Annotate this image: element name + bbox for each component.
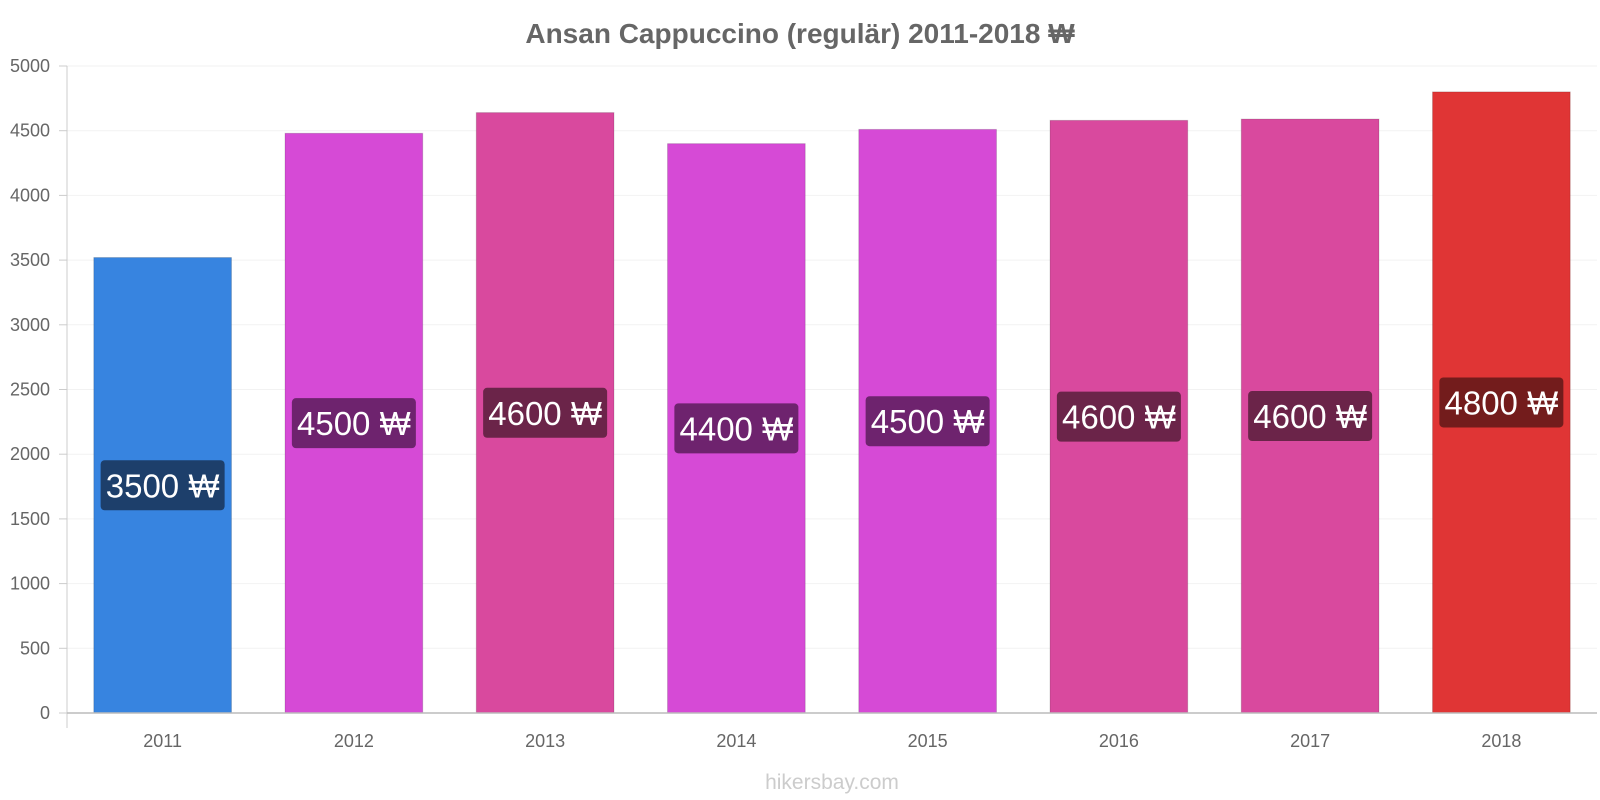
value-label-box — [1439, 377, 1564, 428]
value-label: 4600 ₩ — [488, 395, 602, 432]
y-tick-label: 4000 — [10, 185, 50, 205]
y-tick-label: 5000 — [10, 56, 50, 76]
chart-title: Ansan Cappuccino (regulär) 2011-2018 ₩ — [525, 18, 1075, 49]
value-label: 4600 ₩ — [1253, 398, 1367, 435]
value-label-box — [1248, 391, 1373, 442]
value-label-box — [100, 460, 225, 511]
value-label: 4800 ₩ — [1445, 384, 1559, 421]
credit-text: hikersbay.com — [765, 771, 899, 794]
y-tick-label: 1000 — [10, 574, 50, 594]
y-tick-label: 0 — [40, 703, 50, 723]
y-tick-label: 3000 — [10, 315, 50, 335]
value-label: 4600 ₩ — [1062, 399, 1176, 436]
y-tick-label: 4500 — [10, 121, 50, 141]
value-label: 4500 ₩ — [297, 405, 411, 442]
y-tick-label: 1500 — [10, 509, 50, 529]
x-tick-label: 2018 — [1481, 731, 1521, 751]
value-label-box — [865, 396, 990, 447]
value-label-box — [291, 398, 416, 449]
y-tick-label: 500 — [20, 638, 50, 658]
value-label-box — [1056, 391, 1181, 442]
y-tick-label: 2500 — [10, 380, 50, 400]
x-tick-label: 2012 — [334, 731, 374, 751]
value-label-box — [674, 403, 799, 454]
y-tick-label: 2000 — [10, 444, 50, 464]
value-label: 4500 ₩ — [871, 403, 985, 440]
y-tick-label: 3500 — [10, 250, 50, 270]
x-tick-label: 2013 — [525, 731, 565, 751]
x-axis-ticks: 2011 2012 2013 2014 2015 2016 2017 2018 — [143, 731, 1521, 751]
x-tick-label: 2016 — [1099, 731, 1139, 751]
value-label: 4400 ₩ — [680, 410, 794, 447]
x-tick-label: 2014 — [716, 731, 756, 751]
value-label: 3500 ₩ — [106, 467, 220, 504]
x-tick-label: 2011 — [143, 731, 182, 751]
x-tick-label: 2017 — [1290, 731, 1330, 751]
x-tick-label: 2015 — [908, 731, 948, 751]
value-labels: 3500 ₩ 4500 ₩ 4600 ₩ 4400 ₩ 4500 ₩ 4600 ₩ 4600… — [100, 377, 1564, 511]
y-axis-ticks: 0 500 1000 1500 2000 2500 3000 3500 4000 4500 5000 — [10, 56, 67, 723]
value-label-box — [483, 387, 608, 438]
